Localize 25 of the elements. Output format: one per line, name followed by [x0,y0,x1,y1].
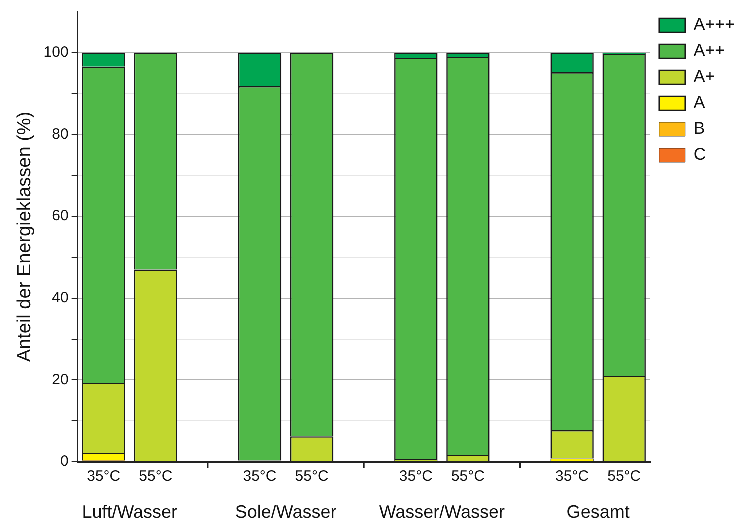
y-tick-label: 20 [52,371,69,388]
y-tick-label: 60 [52,208,69,225]
legend-label: A+ [694,67,716,86]
text: Luft/Wasser [82,502,178,522]
legend-label: B [694,119,706,138]
x-tick-label: 35°C [399,468,434,486]
y-tick-label: 40 [52,290,69,307]
x-tick-label: 55°C [295,468,329,486]
legend-label: A [694,93,706,112]
x-tick-label: 55°C [451,468,486,486]
y-tick-label: 80 [52,126,69,143]
text: Sole/Wasser [235,502,337,522]
x-tick-label: 35°C [243,468,277,486]
x-tick-label: 55°C [139,468,173,486]
x-tick-label: 55°C [608,468,642,486]
text: Wasser/Wasser [379,502,506,522]
legend-label: A+++ [694,15,736,34]
y-axis-title: Anteil der Energieklassen (%) [14,112,36,362]
y-tick-label: 0 [60,453,69,470]
x-tick-label: 35°C [87,468,121,486]
legend-label: C [694,145,706,164]
y-tick-label: 100 [44,44,69,62]
text: Gesamt [566,502,630,522]
legend-label: A++ [694,41,726,60]
x-tick-label: 35°C [556,468,590,486]
